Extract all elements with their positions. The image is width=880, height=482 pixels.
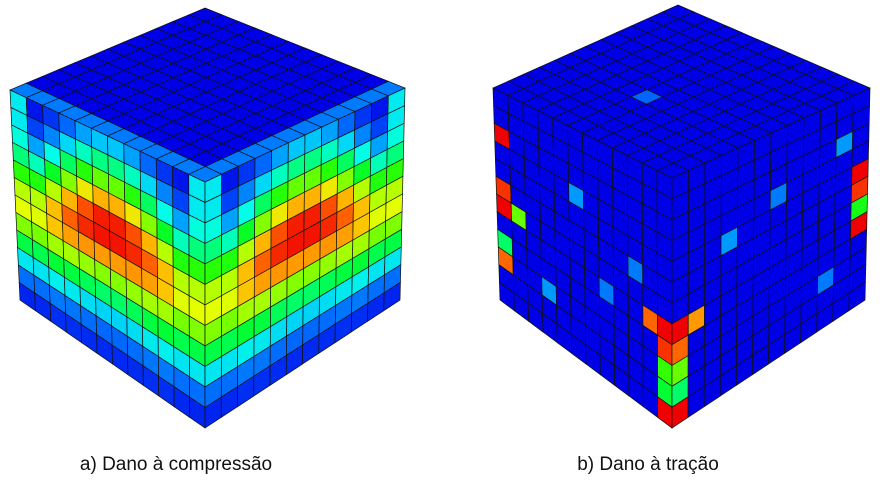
cube-compression (9, 7, 406, 429)
caption: a) Dano à compressão (80, 454, 272, 475)
cube-tension (492, 4, 871, 429)
mesh-element (383, 281, 401, 312)
caption: b) Dano à tração (577, 454, 719, 475)
mesh-element (848, 281, 866, 312)
